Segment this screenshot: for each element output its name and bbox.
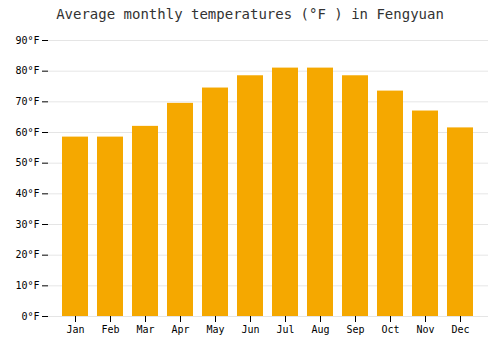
svg-text:0°F: 0°F	[21, 311, 39, 322]
svg-text:Sep: Sep	[346, 324, 364, 335]
svg-text:Mar: Mar	[136, 324, 154, 335]
svg-text:50°F: 50°F	[15, 157, 39, 168]
svg-text:70°F: 70°F	[15, 96, 39, 107]
svg-text:Feb: Feb	[101, 324, 119, 335]
svg-text:80°F: 80°F	[15, 65, 39, 76]
svg-text:90°F: 90°F	[15, 35, 39, 46]
svg-text:May: May	[206, 324, 224, 335]
svg-text:60°F: 60°F	[15, 127, 39, 138]
svg-text:Apr: Apr	[171, 324, 189, 335]
html-text:Average monthly temperatures (: Average monthly temperatures (°F ) in Fe…	[56, 6, 444, 22]
svg-text:Dec: Dec	[451, 324, 469, 335]
svg-text:40°F: 40°F	[15, 188, 39, 199]
svg-text:Jan: Jan	[66, 324, 84, 335]
svg-text:Jul: Jul	[276, 324, 294, 335]
svg-text:Oct: Oct	[381, 324, 399, 335]
svg-text:10°F: 10°F	[15, 280, 39, 291]
svg-text:30°F: 30°F	[15, 219, 39, 230]
svg-text:20°F: 20°F	[15, 249, 39, 260]
svg-text:Aug: Aug	[311, 324, 329, 335]
svg-text:Nov: Nov	[416, 324, 434, 335]
svg-text:Jun: Jun	[241, 324, 259, 335]
